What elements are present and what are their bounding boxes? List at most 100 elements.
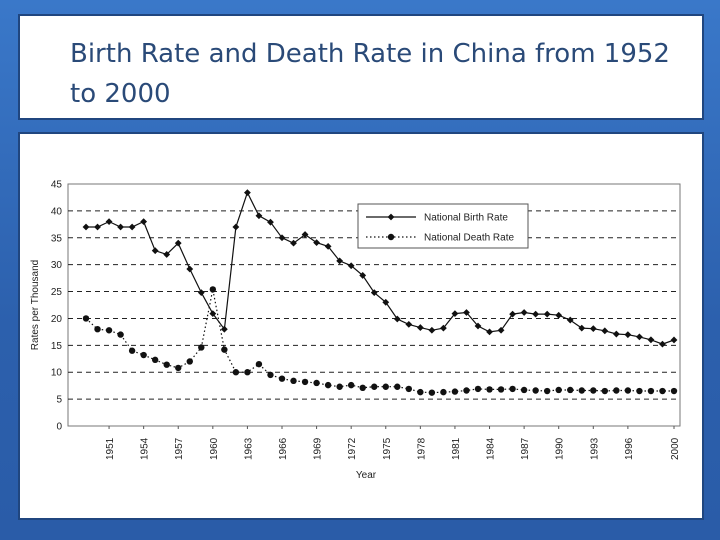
- birth-rate-point: [382, 298, 390, 306]
- x-tick-label: 1978: [416, 437, 427, 460]
- death-rate-point: [128, 347, 136, 354]
- death-rate-point: [567, 386, 574, 394]
- death-rate-point: [301, 378, 309, 386]
- birth-rate-point: [347, 262, 355, 270]
- legend-label: National Birth Rate: [424, 213, 508, 224]
- birth-rate-point: [232, 223, 240, 231]
- death-rate-point: [509, 385, 516, 393]
- birth-rate-point: [324, 242, 332, 250]
- death-rate-point: [659, 387, 666, 395]
- birth-rate-point: [117, 223, 124, 231]
- death-rate-point: [267, 371, 274, 379]
- birth-rate-point: [578, 324, 586, 332]
- death-rate-point: [647, 387, 655, 395]
- birth-rate-point: [82, 223, 90, 231]
- death-rate-point: [186, 358, 193, 365]
- birth-rate-point: [186, 265, 194, 273]
- x-tick-label: 1993: [589, 437, 600, 460]
- birth-rate-point: [612, 330, 620, 338]
- birth-rate-point: [336, 257, 344, 265]
- death-rate-point: [440, 388, 447, 396]
- x-tick-label: 1990: [555, 437, 566, 460]
- birth-rate-point: [601, 327, 609, 335]
- x-tick-label: 1957: [174, 437, 185, 460]
- x-tick-label: 1960: [209, 437, 220, 460]
- y-tick-label: 30: [51, 260, 63, 271]
- death-rate-point: [313, 379, 320, 387]
- death-rate-point: [105, 327, 113, 334]
- death-rate-point: [636, 387, 643, 395]
- death-rate-point: [613, 387, 620, 394]
- death-rate-point: [221, 346, 228, 353]
- death-rate-point: [590, 387, 597, 394]
- title-panel: Birth Rate and Death Rate in China from …: [18, 14, 704, 120]
- birth-rate-point: [220, 325, 228, 333]
- y-tick-label: 45: [51, 180, 63, 191]
- birth-rate-point: [151, 247, 159, 255]
- series-line-1: [85, 289, 674, 394]
- birth-rate-point: [94, 223, 101, 231]
- y-axis-label: Rates per Thousand: [30, 260, 41, 350]
- birth-rate-point: [128, 223, 136, 231]
- birth-rate-point: [359, 272, 367, 279]
- death-rate-point: [255, 360, 263, 368]
- x-tick-label: 1972: [347, 437, 358, 460]
- series-line-0: [86, 191, 675, 345]
- death-rate-point: [324, 381, 332, 389]
- x-tick-label: 1954: [140, 437, 151, 460]
- x-tick-label: 1969: [313, 437, 324, 460]
- death-rate-point: [543, 387, 551, 395]
- birth-rate-point: [670, 336, 678, 344]
- x-tick-label: 1987: [520, 437, 531, 460]
- death-rate-point: [486, 386, 493, 393]
- x-tick-label: 1963: [243, 437, 254, 460]
- death-rate-point: [520, 386, 528, 394]
- birth-rate-point: [278, 234, 286, 242]
- legend-label: National Death Rate: [424, 233, 514, 244]
- slide-title: Birth Rate and Death Rate in China from …: [70, 39, 670, 109]
- death-rate-point: [278, 375, 286, 382]
- birth-rate-point: [140, 218, 148, 226]
- death-rate-point: [624, 387, 632, 394]
- birth-rate-point: [566, 316, 574, 324]
- death-rate-point: [417, 388, 424, 396]
- legend-box: [357, 203, 529, 249]
- x-tick-label: 2000: [670, 437, 681, 460]
- x-tick-label: 1984: [486, 437, 497, 460]
- birth-rate-point: [520, 309, 528, 316]
- death-rate-point: [428, 389, 436, 396]
- x-tick-label: 1981: [451, 437, 462, 460]
- death-rate-point: [451, 388, 459, 395]
- birth-rate-point: [428, 326, 436, 334]
- line-chart: 0 5 10 15 20 25 30 35 40 45 1951 1954 1957 1960 1963 19…: [30, 180, 681, 482]
- death-rate-point: [175, 364, 182, 372]
- death-rate-point: [382, 383, 389, 390]
- birth-rate-point: [497, 326, 505, 334]
- y-tick-label: 5: [56, 395, 62, 406]
- birth-rate-point: [313, 239, 320, 247]
- death-rate-point: [601, 387, 609, 395]
- birth-rate-point: [267, 218, 274, 226]
- birth-rate-point: [636, 333, 643, 341]
- birth-rate-point: [624, 331, 632, 339]
- death-rate-point: [347, 381, 355, 389]
- birth-rate-point: [174, 239, 182, 247]
- death-rate-point: [163, 361, 170, 368]
- death-rate-point: [394, 383, 401, 390]
- birth-rate-point: [659, 340, 666, 348]
- birth-rate-point: [463, 309, 470, 316]
- death-rate-point: [336, 383, 343, 390]
- x-tick-label: 1951: [105, 437, 116, 460]
- legend-marker-diamond: [387, 213, 395, 221]
- birth-rate-point: [647, 336, 655, 344]
- y-tick-label: 35: [51, 233, 63, 244]
- birth-rate-point: [589, 325, 597, 333]
- death-rate-point: [532, 387, 539, 394]
- death-rate-point: [463, 387, 470, 394]
- x-tick-label: 1996: [624, 437, 635, 460]
- birth-rate-point: [393, 315, 401, 323]
- death-rate-point: [140, 351, 147, 359]
- birth-rate-point: [405, 320, 413, 328]
- death-rate-point: [244, 369, 251, 376]
- birth-rate-point: [163, 251, 171, 258]
